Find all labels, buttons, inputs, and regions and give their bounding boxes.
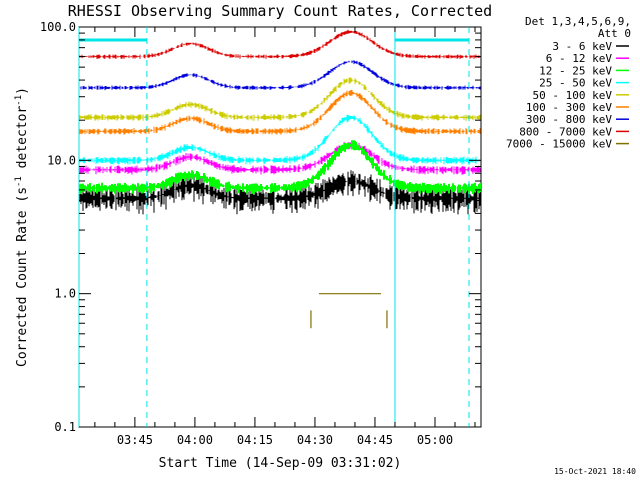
- legend-label: 6 - 12 keV: [546, 52, 613, 65]
- y-tick-label: 100.0: [40, 20, 76, 34]
- x-tick-label: 04:00: [177, 433, 213, 447]
- x-tick-label: 04:45: [357, 433, 393, 447]
- legend-label: 800 - 7000 keV: [519, 125, 612, 138]
- y-tick-label: 0.1: [54, 420, 76, 434]
- y-tick-label: 10.0: [47, 153, 76, 167]
- legend-label: 100 - 300 keV: [526, 101, 612, 114]
- legend-label: 300 - 800 keV: [526, 113, 612, 126]
- chart-title: RHESSI Observing Summary Count Rates, Co…: [68, 2, 492, 20]
- legend-label: 3 - 6 keV: [552, 40, 612, 53]
- footer-date: 15-Oct-2021 18:40: [554, 467, 636, 476]
- x-axis-label: Start Time (14-Sep-09 03:31:02): [159, 456, 402, 471]
- series-layer: [79, 29, 481, 329]
- legend-label: 7000 - 15000 keV: [506, 138, 612, 151]
- series-line: [79, 114, 481, 165]
- series-line: [79, 170, 481, 215]
- x-tick-label: 05:00: [417, 433, 453, 447]
- series-line: [79, 89, 481, 135]
- x-tick-label: 04:30: [297, 433, 333, 447]
- y-axis-label: Corrected Count Rate (s-1 detector-1): [14, 87, 30, 367]
- legend-header-line1: Det 1,3,4,5,6,9,: [525, 15, 631, 28]
- series-line: [79, 60, 481, 91]
- series-line: [79, 140, 481, 195]
- marker-layer: [78, 27, 470, 427]
- series-line: [310, 293, 388, 329]
- series-line: [79, 77, 481, 121]
- series-line: [79, 29, 481, 59]
- x-tick-label: 03:45: [117, 433, 153, 447]
- y-axis: 0.1 1.0 10.0 100.0: [40, 20, 481, 434]
- legend-label: 25 - 50 keV: [539, 77, 612, 90]
- x-axis: 03:45 04:00 04:15 04:30 04:45 05:00: [94, 27, 476, 447]
- legend-header-line2: Att 0: [598, 27, 631, 40]
- legend-label: 50 - 100 keV: [533, 89, 613, 102]
- legend-label: 12 - 25 keV: [539, 64, 612, 77]
- y-tick-label: 1.0: [54, 287, 76, 301]
- x-tick-label: 04:15: [237, 433, 273, 447]
